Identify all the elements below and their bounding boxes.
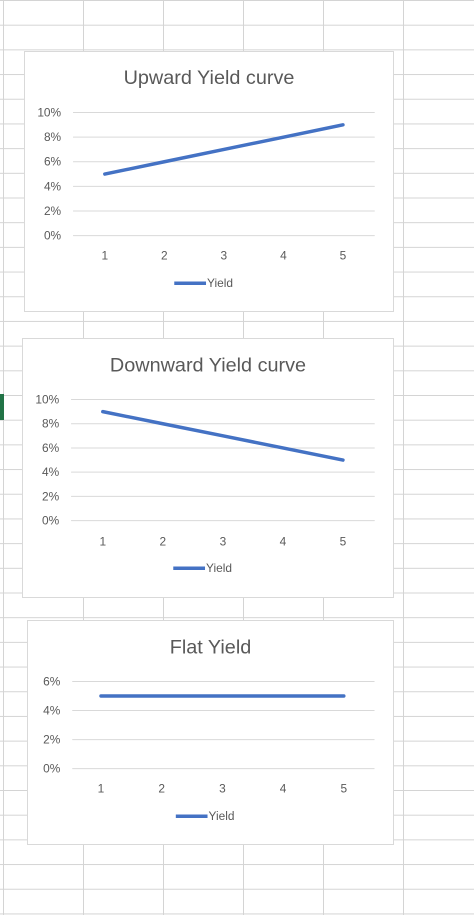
x-tick-label: 3	[220, 534, 227, 548]
y-tick-label: 8%	[44, 130, 62, 144]
chart-svg: Upward Yield curve 0% 2% 4% 6% 8% 10% 1 2 3 4 5 Yiel…	[37, 67, 375, 290]
x-tick-label: 3	[219, 781, 226, 795]
x-tick-label: 4	[280, 534, 287, 548]
x-tick-label: 1	[98, 781, 105, 795]
chart-svg: Downward Yield curve 0% 2% 4% 6% 8% 10% 1 2 3 4 5 Yi…	[35, 355, 375, 575]
chart-title: Flat Yield	[170, 637, 252, 659]
series-line-yield	[103, 123, 345, 176]
x-tick-label: 2	[158, 781, 165, 795]
y-tick-label: 2%	[44, 204, 62, 218]
chart-title: Downward Yield curve	[110, 355, 306, 377]
x-tick-label: 4	[280, 248, 287, 262]
x-tick-label: 2	[160, 534, 167, 548]
y-tick-label: 8%	[42, 417, 60, 431]
y-tick-label: 6%	[43, 674, 61, 688]
x-tick-label: 3	[221, 248, 228, 262]
y-tick-label: 10%	[35, 393, 59, 407]
flat-yield-chart[interactable]: Flat Yield 0% 2% 4% 6% 1 2 3 4 5 Yield	[27, 620, 394, 845]
y-tick-label: 0%	[44, 229, 62, 243]
y-tick-label: 4%	[42, 465, 60, 479]
legend-label: Yield	[207, 276, 233, 290]
chart-svg: Flat Yield 0% 2% 4% 6% 1 2 3 4 5 Yield	[43, 637, 375, 823]
x-tick-label: 4	[280, 781, 287, 795]
y-tick-label: 4%	[43, 703, 61, 717]
y-tick-label: 0%	[42, 514, 60, 528]
x-tick-label: 2	[161, 248, 168, 262]
y-tick-label: 0%	[43, 762, 61, 776]
x-tick-label: 5	[340, 534, 347, 548]
x-tick-label: 5	[340, 781, 347, 795]
y-tick-label: 2%	[43, 733, 61, 747]
y-tick-label: 6%	[44, 155, 62, 169]
legend-label: Yield	[206, 561, 232, 575]
y-tick-label: 2%	[42, 489, 60, 503]
series-line-yield	[101, 409, 345, 462]
upward-yield-chart[interactable]: Upward Yield curve 0% 2% 4% 6% 8% 10% 1 2 3 4 5 Yiel…	[24, 51, 394, 312]
y-tick-label: 6%	[42, 441, 60, 455]
y-tick-label: 10%	[37, 106, 61, 120]
y-tick-label: 4%	[44, 179, 62, 193]
legend-label: Yield	[209, 809, 235, 823]
x-tick-label: 1	[101, 248, 108, 262]
x-tick-label: 1	[100, 534, 107, 548]
chart-title: Upward Yield curve	[124, 67, 295, 89]
downward-yield-chart[interactable]: Downward Yield curve 0% 2% 4% 6% 8% 10% 1 2 3 4 5 Yi…	[22, 338, 394, 598]
x-tick-label: 5	[340, 248, 347, 262]
selected-row-indicator	[0, 394, 4, 420]
